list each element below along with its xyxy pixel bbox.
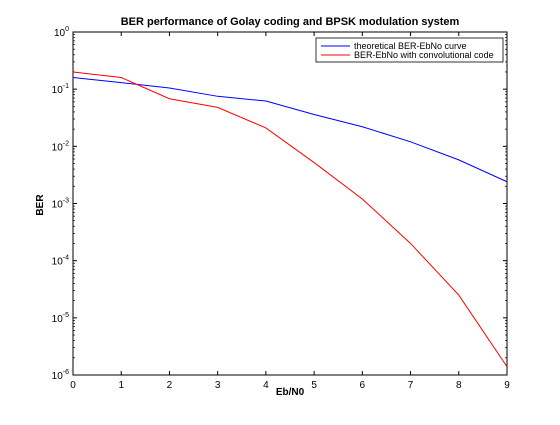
y-tick-label: 10-3 xyxy=(52,198,69,211)
x-tick-label: 6 xyxy=(360,380,366,391)
legend-box xyxy=(315,37,504,63)
x-tick-label: 0 xyxy=(70,380,76,391)
x-tick-label: 4 xyxy=(263,380,269,391)
x-axis-label: Eb/N0 xyxy=(276,387,305,398)
y-tick-label: 100 xyxy=(54,26,69,39)
x-tick-label: 3 xyxy=(215,380,221,391)
series-line-1 xyxy=(72,77,508,183)
y-tick-label: 10-1 xyxy=(52,83,69,96)
x-tick-label: 2 xyxy=(167,380,173,391)
legend-label-1: theoretical BER-EbNo curve xyxy=(354,41,467,51)
plot-area: 0 1 2 3 4 5 6 7 8 9 100 10-1 10-2 10-3 10-4 10-5 10-6 the… xyxy=(52,26,511,391)
legend-label-2: BER-EbNo with convolutional code xyxy=(354,50,494,60)
chart-title: BER performance of Golay coding and BPSK… xyxy=(121,16,460,28)
x-tick-label: 8 xyxy=(456,380,462,391)
y-axis-label: BER xyxy=(35,194,46,216)
x-tick-label: 7 xyxy=(408,380,414,391)
y-tick-label: 10-4 xyxy=(52,255,69,268)
x-tick-label: 5 xyxy=(311,380,317,391)
x-tick-label: 1 xyxy=(118,380,124,391)
y-tick-label: 10-2 xyxy=(52,140,69,153)
axes-frame xyxy=(72,31,508,376)
x-tick-label: 9 xyxy=(504,380,510,391)
y-tick-label: 10-5 xyxy=(52,312,69,325)
y-tick-label: 10-6 xyxy=(52,369,69,382)
series-line-2 xyxy=(72,71,508,367)
